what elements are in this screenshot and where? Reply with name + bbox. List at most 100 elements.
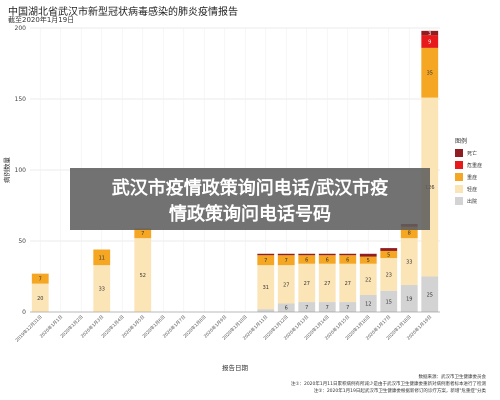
bar-segment — [298, 255, 316, 264]
bar-segment — [318, 255, 336, 264]
data-label: 23 — [386, 272, 392, 278]
bar-segment — [359, 263, 377, 295]
x-tick-label: 2019年12月31日 — [14, 313, 44, 343]
data-label: 6 — [346, 257, 349, 263]
data-label: 27 — [324, 281, 330, 287]
bar-segment — [277, 265, 295, 304]
data-label: 27 — [283, 282, 289, 288]
bar-segment — [359, 253, 377, 257]
bar-segment — [257, 309, 275, 312]
footnote-1: 注①：2020年1月11日累积病例有所减少是由于武汉市卫生健康委重新对病例患者标… — [290, 382, 486, 387]
bar-segment — [298, 263, 316, 303]
bar-segment — [257, 253, 275, 256]
data-label: 22 — [365, 277, 371, 283]
data-label: 27 — [345, 281, 351, 287]
data-label: 7 — [39, 277, 42, 283]
bar-segment — [93, 265, 111, 312]
bar-segment — [339, 263, 357, 303]
data-label: 7 — [346, 305, 349, 311]
legend-label: 死亡 — [467, 150, 477, 157]
data-label: 8 — [408, 230, 411, 236]
bar-segment — [31, 273, 49, 284]
bar-segment — [339, 302, 357, 312]
source-note: 数据来源：武汉市卫生健康委员会 — [418, 375, 487, 380]
legend-title: 图例 — [455, 137, 467, 145]
bar-segment — [380, 258, 398, 291]
bar-segment — [339, 255, 357, 264]
data-label: 20 — [37, 296, 43, 302]
legend-label: 危重症 — [467, 162, 482, 169]
bar-segment — [134, 228, 152, 239]
data-label: 33 — [406, 260, 412, 266]
data-label: 3 — [428, 31, 431, 37]
y-tick-label: 50 — [18, 238, 26, 245]
legend-swatch — [455, 161, 463, 169]
bar-segment — [380, 248, 398, 251]
legend-swatch — [455, 149, 463, 157]
bar-segment — [400, 238, 418, 286]
footnote-2: 注②：2020年1月19日起武汉市卫生健康委根据新修订的诊疗方案，新增"危重症"… — [313, 389, 486, 394]
x-axis-title: 报告日期 — [222, 363, 249, 372]
data-label: 7 — [326, 305, 329, 311]
data-label: 35 — [427, 71, 433, 77]
bar-segment — [318, 253, 336, 256]
legend-label: 轻症 — [467, 186, 477, 193]
page-subtitle: 截至2020年1月19日 — [8, 16, 75, 24]
data-label: 7 — [305, 305, 308, 311]
legend-swatch — [455, 185, 463, 193]
data-label: 27 — [304, 281, 310, 287]
data-label: 7 — [141, 231, 144, 237]
bar-segment — [134, 238, 152, 312]
bar-segment — [298, 253, 316, 256]
bar-segment — [339, 253, 357, 256]
data-label: 11 — [99, 255, 105, 261]
legend-label: 出院 — [467, 198, 477, 205]
bar-segment — [31, 283, 49, 312]
legend-swatch — [455, 197, 463, 205]
bar-segment — [400, 285, 418, 312]
bar-segment — [421, 30, 439, 36]
data-label: 9 — [428, 39, 431, 45]
bar-segment — [318, 302, 336, 312]
data-label: 31 — [263, 285, 269, 291]
page-title: 中国湖北省武汉市新型冠状病毒感染的肺炎疫情报告 — [8, 7, 238, 18]
data-label: 12 — [365, 301, 371, 307]
y-tick-label: 100 — [15, 167, 27, 174]
data-label: 7 — [285, 258, 288, 264]
bar-segment — [359, 256, 377, 264]
bar-segment — [421, 276, 439, 312]
bar-segment — [257, 265, 275, 310]
legend-label: 重症 — [467, 174, 477, 181]
y-tick-label: 0 — [22, 309, 26, 316]
data-label: 19 — [406, 297, 412, 303]
bar-segment — [277, 303, 295, 312]
bar-segment — [380, 290, 398, 312]
data-label: 6 — [326, 257, 329, 263]
data-label: 6 — [285, 306, 288, 312]
bar-segment — [93, 249, 111, 266]
data-label: 5 — [367, 258, 370, 264]
bar-segment — [421, 47, 439, 98]
bar-segment — [359, 294, 377, 312]
data-label: 7 — [264, 258, 267, 264]
data-label: 33 — [99, 287, 105, 293]
bar-segment — [277, 255, 295, 266]
bar-segment — [298, 302, 316, 312]
y-tick-label: 200 — [15, 25, 27, 32]
y-tick-label: 150 — [15, 96, 27, 103]
bar-segment — [380, 250, 398, 259]
legend-swatch — [455, 173, 463, 181]
data-label: 25 — [427, 292, 433, 298]
overlay-line-2: 情政策询问电话号码 — [169, 204, 331, 225]
bar-segment — [400, 226, 418, 239]
bar-segment — [318, 263, 336, 303]
overlay-banner: 武汉市疫情政策询问电话/武汉市疫 情政策询问电话号码 — [70, 168, 430, 230]
data-label: 6 — [305, 257, 308, 263]
y-axis-title: 病例数量 — [2, 157, 11, 184]
overlay-line-1: 武汉市疫情政策询问电话/武汉市疫 — [111, 178, 389, 199]
bar-segment — [421, 35, 439, 48]
bar-segment — [277, 253, 295, 256]
data-label: 5 — [387, 252, 390, 258]
data-label: 52 — [140, 273, 146, 279]
